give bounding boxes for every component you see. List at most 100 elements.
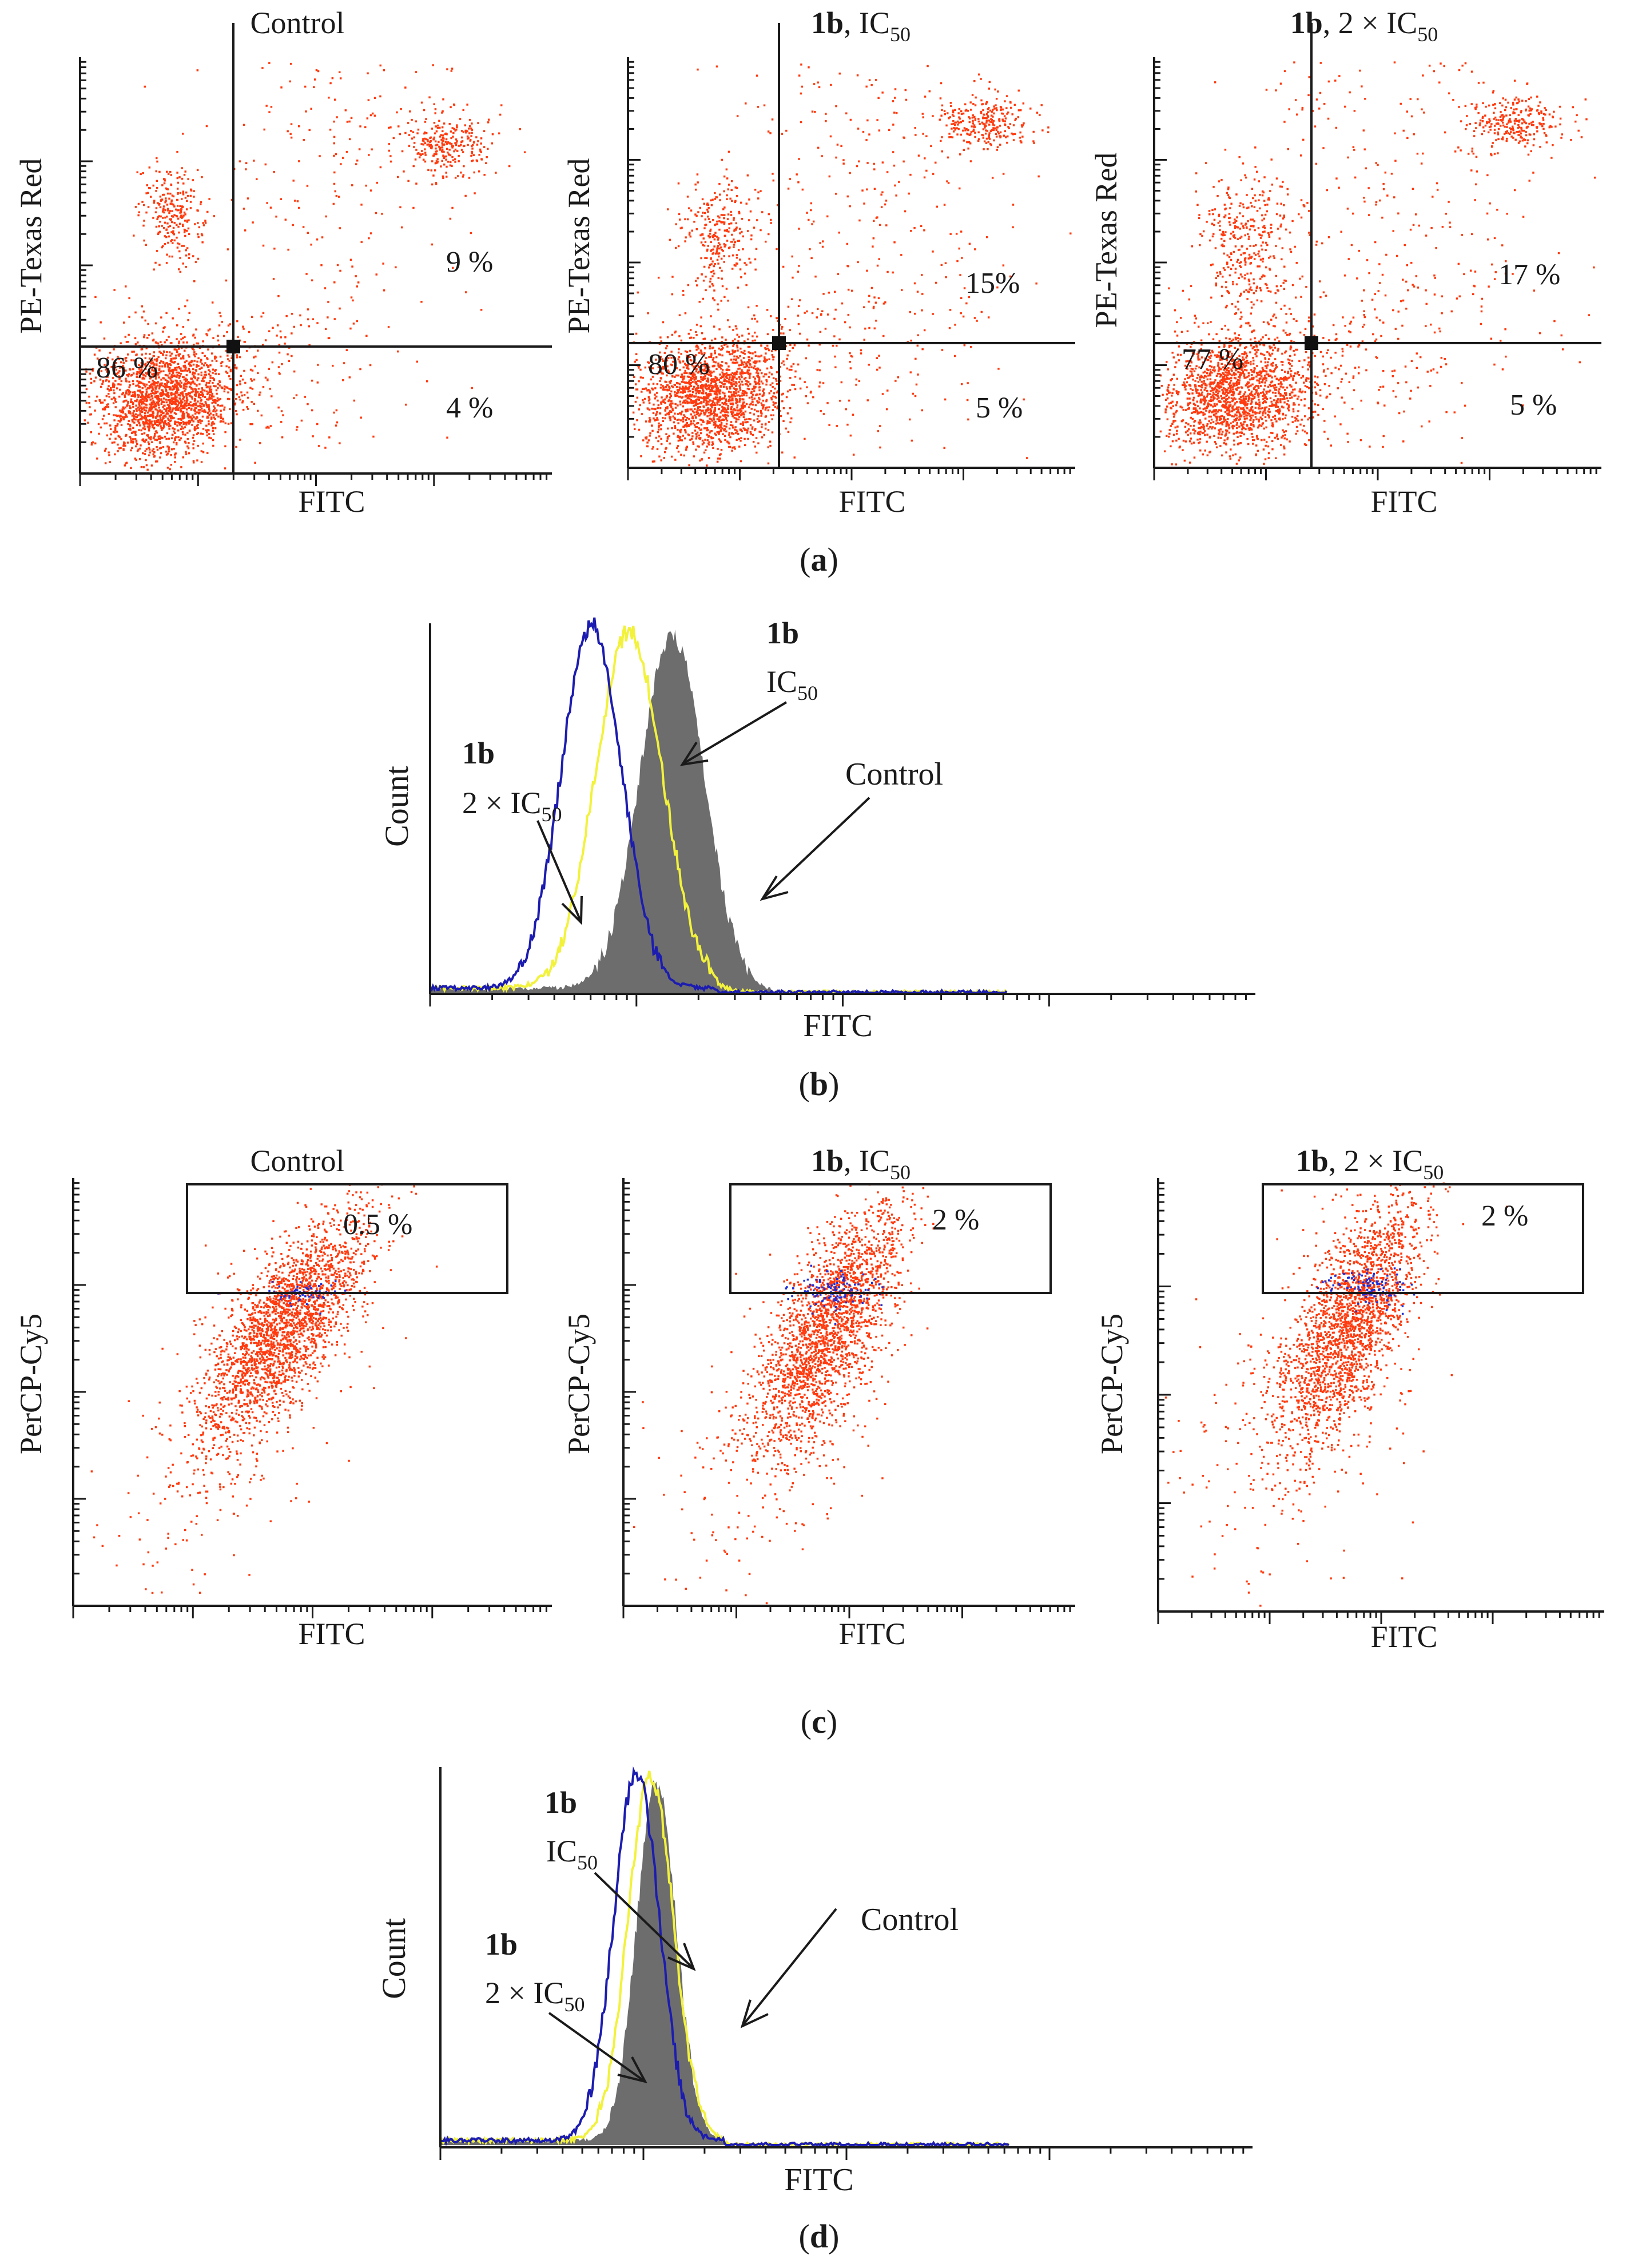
histogram-series-1b-2-ic50 bbox=[440, 1766, 1009, 2147]
y-tick-marks bbox=[80, 61, 93, 475]
panel-a-plot-2-q-lower-left: 80 % bbox=[648, 348, 710, 381]
panel-d-ic50-label-bold: 1b bbox=[544, 1785, 577, 1820]
panel-d-ic50x2-arrow bbox=[548, 2012, 647, 2084]
panel-a-plot-3-title: 1b, 2 × IC50 bbox=[1290, 6, 1438, 46]
panel-b-control-arrow bbox=[760, 797, 870, 901]
x-tick-marks bbox=[439, 2147, 1245, 2160]
panel-c-plot-2-gate-label: 2 % bbox=[932, 1204, 979, 1236]
panel-a-plot-1-ylabel: PE-Texas Red bbox=[14, 158, 48, 334]
panel-a: Control 86 % 9 % 4 % FITC PE-Texas Red 1… bbox=[14, 6, 1601, 578]
panel-d-control-arrow bbox=[740, 1908, 837, 2028]
panel-c-plot-2-title: 1b, IC50 bbox=[811, 1144, 911, 1184]
panel-d-ic50-arrow bbox=[594, 1872, 696, 1971]
panel-c-plot-1-ylabel: PerCP-Cy5 bbox=[14, 1314, 48, 1454]
panel-b-ic50x2-arrow bbox=[536, 820, 583, 925]
panel-a-plot-3: 1b, 2 × IC50 77 % 17 % 5 % FITC PE-Texas… bbox=[1089, 6, 1601, 519]
panel-c-plot-2-gate bbox=[729, 1183, 1052, 1294]
panel-a-plot-3-q-lower-right: 5 % bbox=[1510, 389, 1557, 421]
panel-a-label: (a) bbox=[800, 541, 838, 578]
panel-c-plot-3-gate bbox=[1262, 1183, 1584, 1294]
panel-a-plot-2-q-lower-right: 5 % bbox=[976, 392, 1023, 424]
panel-b-ylabel: Count bbox=[378, 766, 415, 847]
y-axis-ticks bbox=[1154, 61, 1167, 469]
x-axis-ticks bbox=[1157, 1612, 1600, 1624]
panel-a-plot-1-title: Control bbox=[250, 6, 344, 40]
panel-b-ic50x2-label-bold: 1b bbox=[462, 736, 495, 770]
panel-a-plot-1-xlabel: FITC bbox=[298, 484, 365, 519]
panel-a-plot-2-title: 1b, IC50 bbox=[811, 6, 911, 46]
panel-b-label: (b) bbox=[799, 1065, 840, 1103]
histogram-series-control bbox=[430, 629, 1007, 993]
panel-c-plot-2-ylabel: PerCP-Cy5 bbox=[562, 1314, 596, 1454]
y-tick-marks bbox=[73, 1182, 86, 1607]
panel-c-plot-1-gate-label: 0.5 % bbox=[343, 1208, 412, 1241]
x-axis-ticks bbox=[79, 474, 548, 486]
panel-a-plot-3-dots bbox=[1159, 61, 1596, 465]
panel-a-plot-2: 1b, IC50 80 % 15% 5 % FITC PE-Texas Red bbox=[562, 6, 1075, 519]
y-axis-ticks bbox=[623, 1182, 636, 1607]
panel-a-plot-3-q-lower-left: 77 % bbox=[1182, 343, 1243, 376]
x-axis-ticks bbox=[429, 994, 1247, 1006]
event-dots bbox=[84, 62, 526, 471]
panel-b-ic50-arrow bbox=[679, 701, 788, 766]
y-tick-marks bbox=[1158, 1182, 1171, 1613]
panel-d-ic50x2-label: 2 × IC50 bbox=[485, 1976, 585, 2016]
panel-a-plot-2-q-upper-right: 15% bbox=[965, 267, 1020, 300]
x-tick-marks bbox=[627, 468, 1071, 480]
panel-a-plot-1-q-lower-right: 4 % bbox=[446, 392, 493, 424]
y-axis-ticks bbox=[80, 61, 93, 475]
panel-c-plot-3-title: 1b, 2 × IC50 bbox=[1296, 1144, 1444, 1184]
panel-c-plot-1-dots bbox=[90, 1183, 438, 1594]
panel-c-plot-2-dots bbox=[633, 1183, 935, 1605]
panel-d-control-label: Control bbox=[861, 1902, 959, 1937]
x-axis-ticks bbox=[627, 468, 1071, 480]
panel-c-plot-3-xlabel: FITC bbox=[1370, 1620, 1437, 1654]
y-axis-ticks bbox=[1158, 1182, 1171, 1613]
panel-c: Control 0.5 % FITC PerCP-Cy5 1b, IC50 2 … bbox=[14, 1144, 1604, 1740]
y-tick-marks bbox=[1154, 61, 1167, 469]
x-axis-ticks bbox=[1153, 468, 1597, 480]
y-tick-marks bbox=[628, 61, 641, 469]
panel-c-plot-1-gate bbox=[186, 1183, 508, 1294]
panel-a-plot-3-quadrant-marker bbox=[1305, 336, 1318, 350]
panel-d-ylabel: Count bbox=[375, 1918, 412, 1999]
panel-d-xlabel: FITC bbox=[784, 2162, 853, 2198]
y-tick-marks bbox=[623, 1182, 636, 1607]
x-tick-marks bbox=[79, 474, 548, 486]
panel-a-plot-1-q-lower-left: 86 % bbox=[96, 352, 158, 384]
x-tick-marks bbox=[622, 1606, 1071, 1618]
panel-d-label: (d) bbox=[799, 2218, 840, 2255]
x-tick-marks bbox=[1153, 468, 1597, 480]
x-tick-marks bbox=[429, 994, 1247, 1006]
panel-c-plot-1-xlabel: FITC bbox=[298, 1617, 365, 1651]
panel-a-plot-2-ylabel: PE-Texas Red bbox=[562, 158, 596, 334]
panel-b-ic50x2-label: 2 × IC50 bbox=[462, 786, 562, 826]
panel-b-ic50-label-bold: 1b bbox=[766, 616, 799, 650]
panel-a-plot-1: Control 86 % 9 % 4 % FITC PE-Texas Red bbox=[14, 6, 552, 519]
panel-a-plot-3-ylabel: PE-Texas Red bbox=[1089, 153, 1123, 328]
panel-d-histogram bbox=[439, 1766, 1010, 2147]
x-axis-ticks bbox=[622, 1606, 1071, 1618]
panel-d-ic50x2-label-bold: 1b bbox=[485, 1927, 518, 1961]
panel-a-plot-2-quadrant-marker bbox=[772, 336, 786, 350]
x-tick-marks bbox=[72, 1606, 547, 1618]
panel-a-plot-3-xlabel: FITC bbox=[1370, 484, 1437, 519]
gated-event-dots bbox=[217, 1280, 347, 1315]
panel-a-plot-2-xlabel: FITC bbox=[838, 484, 905, 519]
panel-a-plot-1-quadrant-marker bbox=[226, 340, 240, 353]
panel-c-plot-1-title: Control bbox=[250, 1144, 344, 1178]
event-dots bbox=[1159, 61, 1596, 465]
x-axis-ticks bbox=[72, 1606, 547, 1618]
x-axis-ticks bbox=[439, 2147, 1245, 2160]
panel-c-plot-3-ylabel: PerCP-Cy5 bbox=[1095, 1314, 1129, 1454]
event-dots bbox=[633, 1183, 935, 1605]
panel-c-plot-2-xlabel: FITC bbox=[838, 1617, 905, 1651]
panel-a-plot-3-q-upper-right: 17 % bbox=[1498, 258, 1560, 291]
panel-d: Count FITC 1b IC50 1b 2 × IC50 Control (… bbox=[375, 1766, 1253, 2255]
y-axis-ticks bbox=[73, 1182, 86, 1607]
panel-b: Count FITC 1b IC50 1b 2 × IC50 Control (… bbox=[378, 616, 1255, 1103]
panel-c-plot-1: Control 0.5 % FITC PerCP-Cy5 bbox=[14, 1144, 552, 1651]
panel-a-plot-1-dots bbox=[84, 62, 526, 471]
